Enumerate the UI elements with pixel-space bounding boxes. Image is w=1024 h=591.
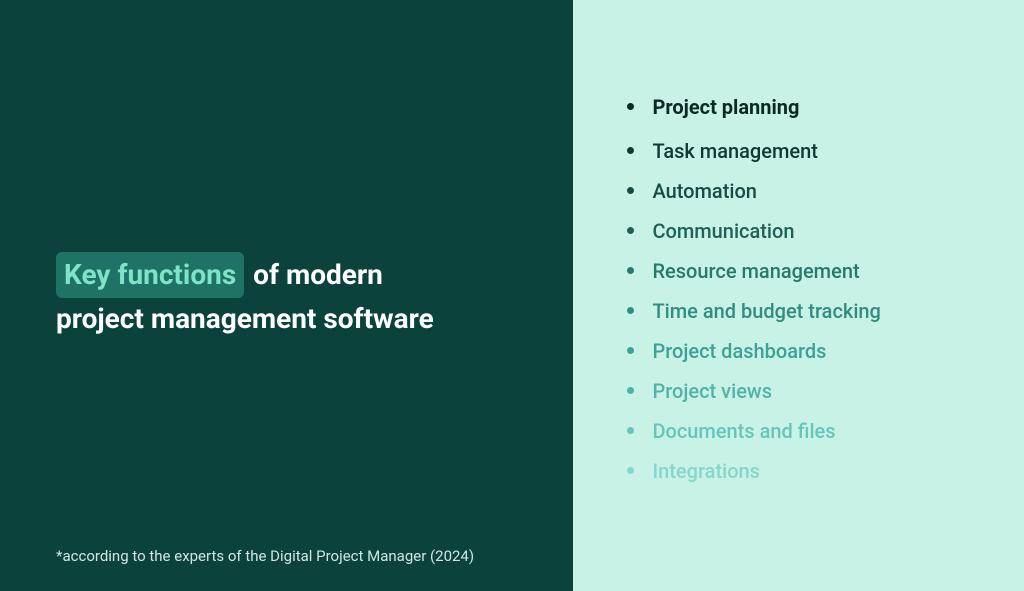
list-item-label: Integrations: [652, 458, 760, 484]
bullet-icon: [627, 227, 634, 234]
footnote: *according to the experts of the Digital…: [56, 547, 474, 565]
list-item: Integrations: [627, 458, 994, 484]
left-panel: Key functions of modern project manageme…: [0, 0, 573, 591]
list-item-label: Time and budget tracking: [652, 298, 880, 324]
bullet-icon: [627, 387, 634, 394]
list-item: Communication: [627, 218, 994, 244]
slide-title: Key functions of modern project manageme…: [56, 252, 533, 340]
bullet-icon: [627, 103, 634, 110]
list-item: Resource management: [627, 258, 994, 284]
bullet-icon: [627, 267, 634, 274]
list-item: Project dashboards: [627, 338, 994, 364]
bullet-icon: [627, 427, 634, 434]
bullet-icon: [627, 467, 634, 474]
list-item-label: Task management: [652, 138, 817, 164]
list-item-label: Automation: [652, 178, 757, 204]
bullet-icon: [627, 187, 634, 194]
list-item-label: Resource management: [652, 258, 859, 284]
title-line-2: project management software: [56, 298, 533, 340]
list-item-label: Project views: [652, 378, 772, 404]
bullet-icon: [627, 307, 634, 314]
right-panel: Project planning Task management Automatio…: [573, 0, 1024, 591]
list-item-label: Communication: [652, 218, 794, 244]
list-item: Task management: [627, 138, 994, 164]
list-item: Documents and files: [627, 418, 994, 444]
list-item-label: Project planning: [652, 94, 799, 120]
list-item: Project planning: [627, 94, 994, 120]
title-line-1: Key functions of modern: [56, 252, 533, 298]
bullet-icon: [627, 147, 634, 154]
list-item-label: Documents and files: [652, 418, 835, 444]
title-highlight: Key functions: [56, 252, 244, 298]
list-item: Project views: [627, 378, 994, 404]
bullet-icon: [627, 347, 634, 354]
list-item: Time and budget tracking: [627, 298, 994, 324]
list-item: Automation: [627, 178, 994, 204]
function-list: Project planning Task management Automatio…: [627, 94, 994, 498]
list-item-label: Project dashboards: [652, 338, 826, 364]
title-rest-1: of modern: [253, 258, 383, 291]
